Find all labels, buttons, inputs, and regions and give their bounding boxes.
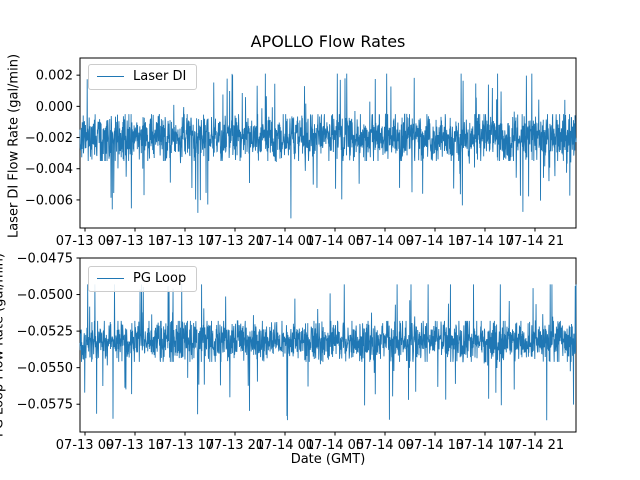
y-tick-label: 0.000 (36, 100, 73, 115)
x-tick-label: 07-14 01 (256, 234, 314, 249)
ylabel-laser-di: Laser DI Flow Rate (gal/min) (6, 53, 22, 239)
x-tick-label: 07-14 17 (456, 234, 514, 249)
y-tick-label: −0.0525 (17, 325, 73, 340)
y-tick-label: −0.0475 (17, 252, 73, 267)
x-tick-label: 07-13 13 (106, 438, 164, 453)
laser-di-series-line (79, 73, 577, 219)
x-tick-label: 07-14 09 (356, 234, 414, 249)
ylabel-pg-loop: PG Loop Flow Rate (gal/min) (0, 253, 7, 437)
legend-line-icon (97, 76, 124, 77)
x-tick-label: 07-13 09 (56, 234, 114, 249)
x-tick-label: 07-14 01 (256, 438, 314, 453)
x-tick-label: 07-13 17 (156, 234, 214, 249)
pg-loop-series-line (79, 284, 577, 421)
figure-title: APOLLO Flow Rates (250, 32, 406, 51)
legend-laser-di: Laser DI (88, 64, 198, 90)
y-tick-label: −0.004 (25, 162, 73, 177)
pg-loop-plot: −0.0475 −0.0500 −0.0525 −0.0550 −0.0575 07-13… (17, 252, 577, 453)
y-tick-label: −0.002 (25, 131, 73, 146)
x-tick-label: 07-14 05 (306, 234, 364, 249)
x-tick-label: 07-13 09 (56, 438, 114, 453)
legend-label: Laser DI (133, 69, 187, 84)
y-tick-label: −0.0500 (17, 288, 73, 303)
x-tick-label: 07-13 21 (206, 438, 264, 453)
x-tick-label: 07-14 09 (356, 438, 414, 453)
x-tick-label: 07-14 21 (506, 438, 564, 453)
x-tick-label: 07-14 05 (306, 438, 364, 453)
y-tick-label: −0.0575 (17, 398, 73, 413)
x-tick-label: 07-14 17 (456, 438, 514, 453)
x-tick-label: 07-14 13 (406, 438, 464, 453)
legend-line-icon (97, 278, 124, 279)
x-tick-label: 07-14 21 (506, 234, 564, 249)
y-tick-label: 0.002 (36, 69, 73, 84)
xlabel-date-gmt: Date (GMT) (290, 452, 366, 467)
x-tick-label: 07-13 17 (156, 438, 214, 453)
x-tick-label: 07-14 13 (406, 234, 464, 249)
x-tick-label: 07-13 21 (206, 234, 264, 249)
x-tick-label: 07-13 13 (106, 234, 164, 249)
legend-pg-loop: PG Loop (88, 266, 198, 292)
y-tick-label: −0.0550 (17, 361, 73, 376)
y-tick-label: −0.006 (25, 193, 73, 208)
legend-label: PG Loop (133, 271, 187, 286)
